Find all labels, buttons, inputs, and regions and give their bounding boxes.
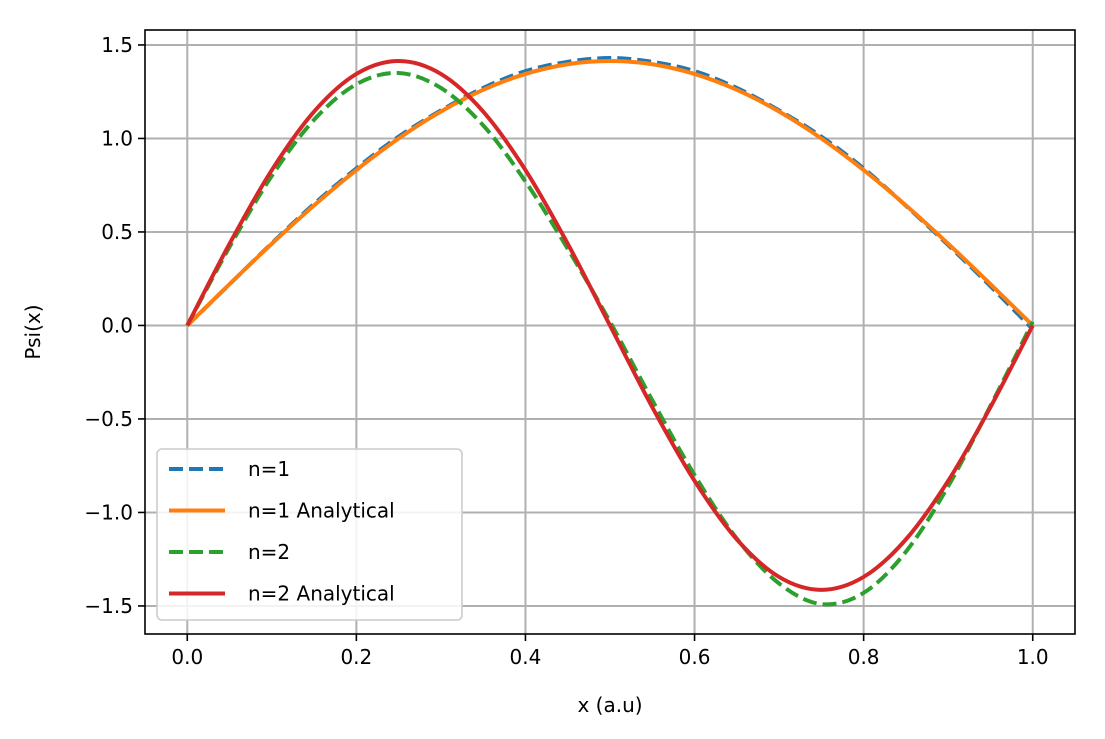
series-layer (185, 56, 1035, 607)
y-tick-label: 0.5 (101, 220, 133, 244)
x-tick-label: 0.0 (171, 645, 203, 669)
x-tick-label: 1.0 (1017, 645, 1049, 669)
legend-box (156, 448, 463, 621)
series-line-n-2 (185, 70, 1035, 607)
legend-label: n=2 Analytical (248, 582, 395, 606)
ticks: 0.0 0.2 0.4 0.6 0.8 1.0 −1.5 −1.0 −0.5 0.0 0.5 1.0 1… (84, 33, 1048, 669)
y-tick-label: −1.5 (84, 594, 133, 618)
y-tick-label: 1.0 (101, 126, 133, 150)
x-tick-label: 0.2 (340, 645, 372, 669)
series-line-n-1-analytical (185, 59, 1035, 327)
y-tick-label: −1.0 (84, 500, 133, 524)
y-tick-label: 0.0 (101, 313, 133, 337)
y-tick-label: −0.5 (84, 407, 133, 431)
legend-label: n=1 Analytical (248, 499, 395, 523)
y-axis-label: Psi(x) (21, 304, 45, 359)
x-tick-label: 0.8 (848, 645, 880, 669)
plot-frame (144, 29, 1076, 635)
legend-label: n=2 (248, 540, 290, 564)
legend-label: n=1 (248, 457, 290, 481)
y-tick-label: 1.5 (101, 33, 133, 57)
legend: n=1 n=1 Analytical n=2 n=2 Analytical (156, 448, 463, 621)
x-axis-label: x (a.u) (577, 693, 642, 717)
grid (145, 30, 1075, 634)
x-tick-label: 0.6 (679, 645, 711, 669)
series-line-n-2-analytical (185, 59, 1035, 592)
x-tick-label: 0.4 (510, 645, 542, 669)
